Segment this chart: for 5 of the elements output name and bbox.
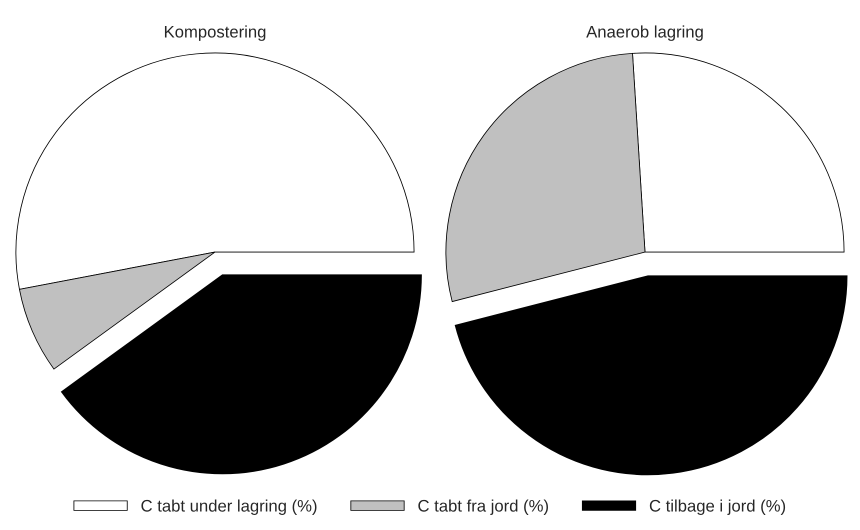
legend-label: C tabt under lagring (%) (141, 499, 316, 515)
legend-label: C tilbage i jord (%) (650, 499, 786, 515)
chart-title: Anaerob lagring (586, 25, 703, 41)
chart-title: Kompostering (164, 25, 266, 41)
legend-label: C tabt fra jord (%) (418, 499, 548, 515)
